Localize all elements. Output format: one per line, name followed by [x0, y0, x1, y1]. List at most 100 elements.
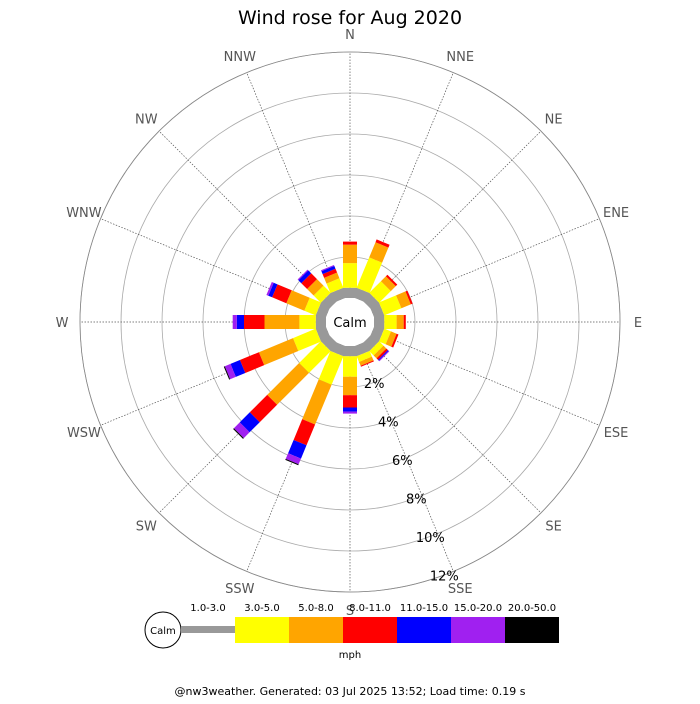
bar-wsw-bin-6: [224, 363, 236, 380]
bar-ene-bin-4: [405, 290, 413, 305]
bar-s-bin-5: [343, 407, 357, 412]
legend-label-bin-5: 11.0-15.0: [400, 603, 448, 614]
legend-items: 1.0-3.0 3.0-5.0 5.0-8.0 8.0-11.0 11.0-15.0 15…: [181, 603, 559, 643]
bar-w-bin-2: [299, 315, 316, 329]
spoke-ne: [366, 130, 542, 306]
ring-labels: 2% 4% 6% 8% 10% 12%: [364, 377, 459, 585]
bar-wnw-bin-6: [266, 282, 274, 296]
bar-ssw-bin-7: [285, 458, 299, 466]
bar-w-bin-6: [232, 315, 237, 329]
spoke-sse: [358, 344, 454, 572]
legend-label-bin-3: 5.0-8.0: [298, 603, 333, 614]
bar-nnw-bin-1: [330, 287, 348, 303]
legend-swatch-bin-7: [505, 617, 559, 643]
bar-e-bin-4: [403, 315, 406, 329]
ring-label-10: 10%: [416, 531, 445, 546]
ring-label-4: 4%: [378, 416, 399, 431]
bar-ese-bin-2: [379, 328, 391, 345]
bar-wsw-bin-4: [239, 352, 265, 373]
bar-wsw-bin-2: [293, 328, 321, 351]
direction-label-wnw: WNW: [66, 206, 102, 221]
bar-ssw-bin-2: [318, 351, 344, 385]
bar-nw-bin-6: [297, 269, 309, 281]
calm-label: Calm: [333, 316, 366, 331]
spoke-ese: [372, 330, 600, 426]
bar-s-bin-3: [343, 376, 357, 396]
bar-sse-bin-2: [356, 351, 372, 362]
bar-nne-bin-3: [369, 242, 389, 263]
bar-nnw-bin-6: [321, 265, 335, 272]
bar-s-bin-4: [343, 395, 357, 408]
bar-sw-bin-5: [239, 412, 260, 433]
bar-se-bin-5: [378, 350, 389, 361]
direction-label-wsw: WSW: [67, 426, 101, 441]
bar-wnw-bin-4: [272, 284, 292, 304]
legend-label-bin-2: 3.0-5.0: [244, 603, 279, 614]
bar-w-bin-3: [264, 315, 300, 329]
legend-calm-label: Calm: [150, 626, 176, 637]
ring-label-12: 12%: [430, 570, 459, 585]
direction-label-ne: NE: [545, 112, 563, 127]
bar-nne-bin-4: [375, 239, 390, 248]
bar-ne-bin-3: [380, 276, 396, 292]
calm-circle: [326, 298, 374, 346]
bar-ene-bin-3: [396, 291, 411, 309]
bar-ssw-bin-5: [288, 440, 307, 459]
bar-w-bin-5: [236, 315, 244, 329]
legend-swatch-bin-4: [343, 617, 397, 643]
bar-n-bin-2: [343, 263, 357, 288]
ring-label-2: 2%: [364, 377, 385, 392]
bar-ese-bin-3: [385, 331, 397, 347]
bar-sw-bin-6: [233, 422, 250, 439]
page-title: Wind rose for Aug 2020: [238, 7, 462, 29]
bar-nw-bin-5: [298, 270, 312, 284]
bar-ese-bin-4: [391, 333, 399, 348]
legend-label-bin-7: 20.0-50.0: [508, 603, 556, 614]
bar-nnw-bin-4: [322, 268, 338, 278]
bar-wsw-bin-3: [258, 338, 299, 366]
bar-wnw-bin-2: [304, 297, 321, 316]
bar-n-bin-4: [343, 241, 357, 245]
direction-label-se: SE: [545, 520, 561, 535]
bar-ene-bin-2: [379, 295, 402, 316]
footer-text: @nw3weather. Generated: 03 Jul 2025 13:5…: [175, 685, 526, 698]
wind-bars: [223, 239, 413, 466]
bar-nnw-bin-2: [326, 278, 344, 293]
bar-nw-bin-4: [301, 273, 317, 289]
ring-label-8: 8%: [406, 493, 427, 508]
direction-label-ese: ESE: [604, 426, 629, 441]
bar-wnw-bin-5: [268, 282, 278, 298]
bar-ssw-bin-6: [285, 453, 301, 465]
direction-label-s: S: [346, 604, 354, 619]
direction-label-e: E: [634, 316, 642, 331]
bar-s-bin-2: [343, 356, 357, 377]
bar-nnw-bin-3: [324, 272, 340, 284]
bar-ssw-bin-3: [302, 379, 332, 425]
spoke-wnw: [100, 218, 328, 314]
spoke-nne: [358, 72, 454, 300]
legend-swatch-bin-2: [235, 617, 289, 643]
bar-sse-bin-4: [360, 360, 374, 367]
bar-sse-bin-3: [359, 356, 374, 366]
bar-e-bin-3: [396, 315, 404, 329]
bar-se-bin-4: [376, 348, 388, 360]
direction-label-w: W: [56, 316, 69, 331]
bar-ssw-bin-4: [293, 419, 316, 446]
ring-label-6: 6%: [392, 454, 413, 469]
bar-nw-bin-2: [313, 285, 331, 303]
bar-nw-bin-3: [307, 279, 324, 296]
bar-se-bin-6: [378, 350, 390, 362]
legend-swatch-bin-6: [451, 617, 505, 643]
bar-se-bin-2: [369, 341, 384, 356]
direction-label-ssw: SSW: [225, 582, 255, 597]
legend: Calm 1.0-3.0 3.0-5.0 5.0-8.0 8.0-11.0 11.0-1…: [144, 603, 559, 661]
bar-ne-bin-4: [385, 274, 398, 287]
bar-wsw-bin-5: [230, 360, 246, 377]
legend-swatch-bin-3: [289, 617, 343, 643]
bar-sw-bin-4: [249, 394, 278, 423]
bar-nne-bin-2: [356, 257, 383, 293]
direction-label-sse: SSE: [448, 582, 473, 597]
direction-label-ene: ENE: [603, 206, 629, 221]
calm-center: Calm: [326, 298, 374, 346]
bar-ne-bin-2: [369, 281, 391, 303]
